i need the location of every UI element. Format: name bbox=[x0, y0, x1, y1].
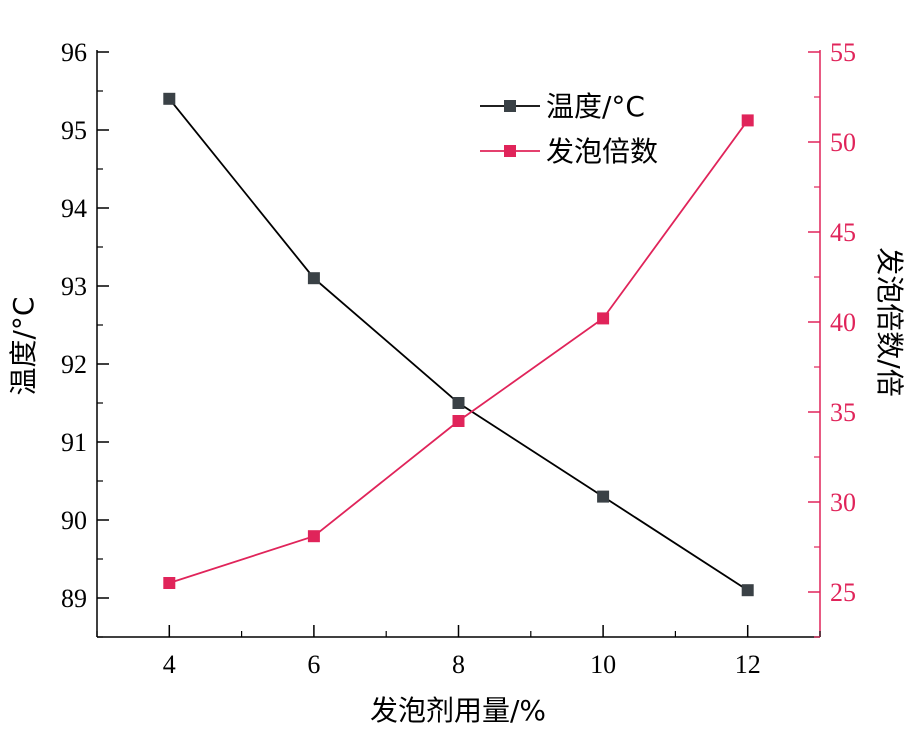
series-1 bbox=[163, 92, 754, 597]
series-group bbox=[163, 92, 754, 597]
data-point-marker bbox=[307, 272, 320, 285]
series-2 bbox=[163, 114, 754, 589]
legend: 温度/°C 发泡倍数 bbox=[480, 90, 658, 168]
left-y-tick-label: 92 bbox=[61, 350, 87, 379]
right-y-tick-label: 25 bbox=[830, 578, 856, 607]
data-point-marker bbox=[452, 415, 465, 427]
legend-marker bbox=[504, 145, 516, 157]
legend-label: 发泡倍数 bbox=[546, 135, 658, 168]
right-y-axis-ticks: 25 30 35 40 45 50 55 bbox=[808, 38, 856, 638]
right-y-tick-label: 30 bbox=[830, 488, 856, 517]
left-y-tick-label: 90 bbox=[61, 506, 87, 535]
data-point-marker bbox=[741, 114, 754, 127]
left-y-axis-title: 温度/°C bbox=[7, 297, 40, 396]
left-y-tick-label: 94 bbox=[61, 194, 87, 223]
left-y-tick-label: 89 bbox=[61, 584, 87, 613]
legend-marker bbox=[504, 100, 516, 112]
x-tick-label: 4 bbox=[163, 650, 176, 679]
right-y-axis-title: 发泡倍数/倍 bbox=[873, 247, 906, 396]
x-tick-label: 12 bbox=[735, 650, 761, 679]
x-axis-ticks: 4 6 8 10 12 bbox=[96, 625, 821, 679]
x-axis-title: 发泡剂用量/% bbox=[370, 694, 546, 727]
x-tick-label: 8 bbox=[452, 650, 465, 679]
left-y-tick-label: 93 bbox=[61, 272, 87, 301]
data-point-marker bbox=[597, 312, 610, 325]
x-tick-label: 10 bbox=[590, 650, 616, 679]
data-point-marker bbox=[163, 577, 176, 589]
x-tick-label: 6 bbox=[307, 650, 320, 679]
right-y-tick-label: 50 bbox=[830, 128, 856, 157]
right-y-tick-label: 55 bbox=[830, 38, 856, 67]
legend-label: 温度/°C bbox=[546, 90, 645, 123]
left-y-axis-ticks: 89 90 91 92 93 94 95 96 bbox=[61, 38, 109, 638]
data-point-marker bbox=[307, 530, 320, 543]
left-y-tick-label: 96 bbox=[61, 38, 87, 67]
axes-frame bbox=[96, 50, 821, 638]
series-line bbox=[168, 98, 749, 591]
data-point-marker bbox=[597, 490, 610, 503]
right-y-tick-label: 45 bbox=[830, 218, 856, 247]
series-line bbox=[169, 119, 749, 584]
left-y-tick-label: 95 bbox=[61, 116, 87, 145]
right-y-tick-label: 35 bbox=[830, 398, 856, 427]
data-point-marker bbox=[163, 92, 176, 105]
right-y-tick-label: 40 bbox=[830, 308, 856, 337]
left-y-tick-label: 91 bbox=[61, 428, 87, 457]
data-point-marker bbox=[452, 397, 465, 409]
data-point-marker bbox=[741, 584, 754, 597]
